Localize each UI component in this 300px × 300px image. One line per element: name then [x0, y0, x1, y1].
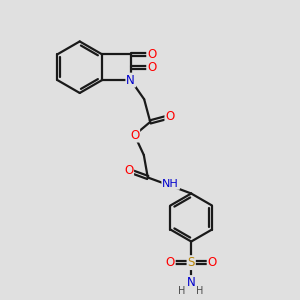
Text: O: O [124, 164, 133, 177]
Text: O: O [147, 61, 156, 74]
Text: S: S [188, 256, 195, 269]
Text: O: O [130, 129, 139, 142]
Text: H: H [178, 286, 185, 296]
Text: O: O [208, 256, 217, 269]
Text: O: O [165, 110, 175, 123]
Text: O: O [147, 48, 156, 61]
Text: H: H [196, 286, 204, 296]
Text: N: N [187, 276, 196, 289]
Text: NH: NH [162, 179, 179, 189]
Text: N: N [126, 74, 135, 87]
Text: O: O [166, 256, 175, 269]
